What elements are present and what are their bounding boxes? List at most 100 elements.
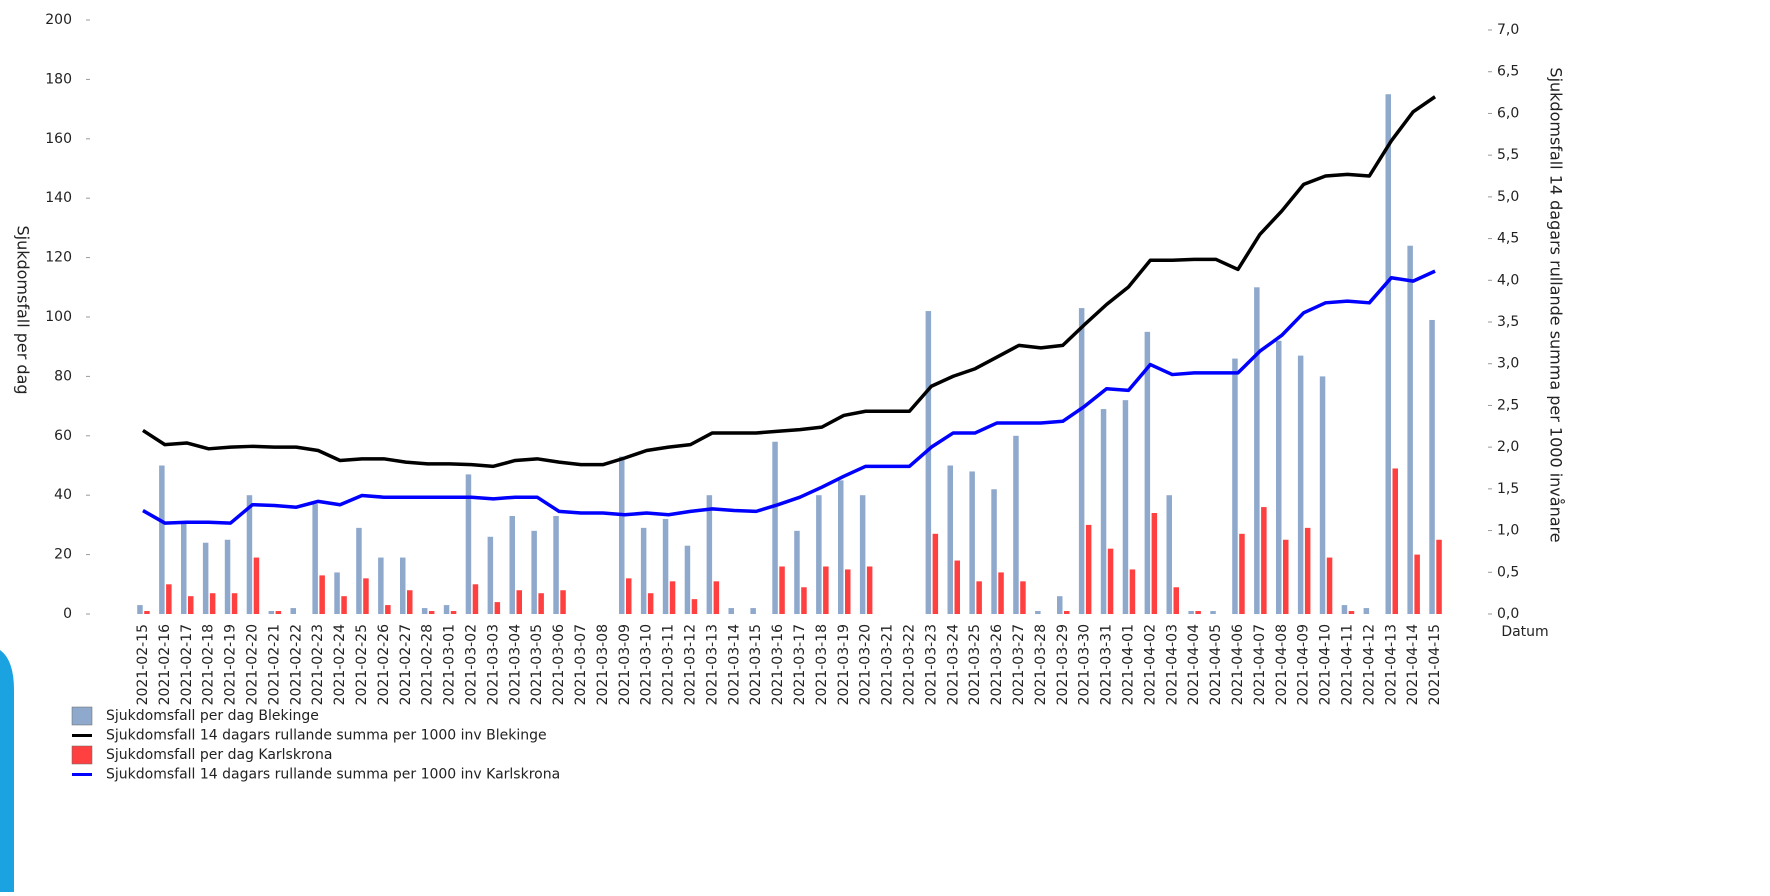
bar xyxy=(553,515,559,614)
bar xyxy=(779,566,785,614)
bar xyxy=(1276,340,1282,614)
bar xyxy=(1436,539,1442,614)
y2-tick-label: 5,0 xyxy=(1497,189,1519,205)
x-tick-label: 2021-03-04 xyxy=(507,624,523,705)
edge-decoration xyxy=(0,650,14,892)
bar xyxy=(998,572,1004,614)
bar xyxy=(647,593,654,614)
bar xyxy=(954,560,960,614)
bar xyxy=(1261,507,1267,614)
x-tick-label: 2021-04-13 xyxy=(1383,624,1399,705)
bar xyxy=(976,581,982,614)
x-tick-label: 2021-03-16 xyxy=(770,624,786,705)
y-axis-title: Sjukdomsfall per dag xyxy=(14,225,33,394)
bar xyxy=(801,587,807,614)
bar xyxy=(947,465,953,614)
legend-label: Sjukdomsfall 14 dagars rullande summa pe… xyxy=(106,728,547,744)
bar xyxy=(472,584,479,614)
x-tick-label: 2021-04-10 xyxy=(1318,624,1334,705)
bar xyxy=(253,557,260,614)
bar xyxy=(509,515,515,614)
x-tick-label: 2021-02-27 xyxy=(398,624,414,705)
x-tick-label: 2021-03-31 xyxy=(1099,624,1115,705)
x-tick-label: 2021-03-18 xyxy=(814,624,830,705)
bar xyxy=(969,471,975,614)
bar xyxy=(713,581,720,614)
bar xyxy=(1035,611,1041,614)
y2-axis-title: Sjukdomsfall 14 dagars rullande summa pe… xyxy=(1547,67,1566,542)
bar xyxy=(1363,608,1370,614)
x-tick-label: 2021-03-22 xyxy=(901,624,917,705)
y2-tick-label: 5,5 xyxy=(1497,147,1519,163)
bar xyxy=(1188,611,1194,614)
bar xyxy=(1107,548,1114,614)
bar xyxy=(188,596,194,614)
bar xyxy=(1232,358,1238,614)
y2-tick-label: 0,5 xyxy=(1497,564,1519,580)
bar xyxy=(866,566,873,614)
x-tick-label: 2021-03-19 xyxy=(836,624,852,705)
bar xyxy=(181,521,187,614)
x-tick-label: 2021-04-14 xyxy=(1405,624,1421,705)
x-tick-label: 2021-03-30 xyxy=(1077,624,1093,705)
x-tick-label: 2021-03-26 xyxy=(989,624,1005,705)
bar xyxy=(1283,539,1289,614)
bar xyxy=(1414,554,1420,614)
x-tick-label: 2021-02-20 xyxy=(244,624,260,705)
bar xyxy=(794,530,800,614)
bar xyxy=(494,602,501,614)
bar xyxy=(1195,611,1201,614)
x-tick-label: 2021-04-02 xyxy=(1142,624,1158,705)
y2-tick-label: 0,0 xyxy=(1497,606,1519,622)
y-tick-label: 120 xyxy=(45,250,72,266)
bar xyxy=(1057,596,1063,614)
legend-label: Sjukdomsfall per dag Karlskrona xyxy=(106,747,332,763)
bar xyxy=(1341,605,1348,614)
y-tick-label: 40 xyxy=(54,487,72,503)
bar xyxy=(925,311,932,614)
y-tick-label: 140 xyxy=(45,190,72,206)
x-tick-label: 2021-03-11 xyxy=(661,624,677,705)
y2-tick-label: 6,0 xyxy=(1497,105,1519,121)
x-tick-label: 2021-02-17 xyxy=(179,624,195,705)
y2-tick-label: 4,0 xyxy=(1497,272,1519,288)
bar xyxy=(319,575,325,614)
bar xyxy=(363,578,369,614)
bar xyxy=(356,527,362,614)
x-tick-label: 2021-03-09 xyxy=(617,624,633,705)
x-tick-label: 2021-03-29 xyxy=(1055,624,1071,705)
bar xyxy=(400,557,406,614)
y-tick-label: 60 xyxy=(54,428,72,444)
x-axis-title: Datum xyxy=(1501,624,1548,640)
x-tick-label: 2021-03-17 xyxy=(792,624,808,705)
y-tick-label: 80 xyxy=(54,368,72,384)
x-tick-label: 2021-03-21 xyxy=(880,624,896,705)
bar xyxy=(531,530,537,614)
y-tick-label: 200 xyxy=(45,12,72,28)
bar xyxy=(421,608,428,614)
x-tick-label: 2021-03-27 xyxy=(1011,624,1027,705)
bar xyxy=(450,611,457,614)
bar xyxy=(1348,611,1355,614)
bar xyxy=(728,608,734,614)
bar xyxy=(443,605,450,614)
bar xyxy=(816,495,822,614)
x-tick-label: 2021-02-26 xyxy=(376,624,392,705)
y-tick-label: 180 xyxy=(45,71,72,87)
x-tick-label: 2021-02-18 xyxy=(201,624,217,705)
x-tick-label: 2021-02-21 xyxy=(266,624,282,705)
bar xyxy=(1429,319,1435,614)
y-tick-label: 160 xyxy=(45,131,72,147)
bar xyxy=(669,581,676,614)
y-tick-label: 100 xyxy=(45,309,72,325)
bar xyxy=(823,566,829,614)
bar xyxy=(1254,287,1260,614)
bar xyxy=(1078,308,1085,614)
bar xyxy=(1064,611,1070,614)
bar xyxy=(560,590,566,614)
x-tick-label: 2021-03-25 xyxy=(967,624,983,705)
bar xyxy=(1020,581,1026,614)
bar xyxy=(626,578,632,614)
x-tick-label: 2021-03-07 xyxy=(573,624,589,705)
